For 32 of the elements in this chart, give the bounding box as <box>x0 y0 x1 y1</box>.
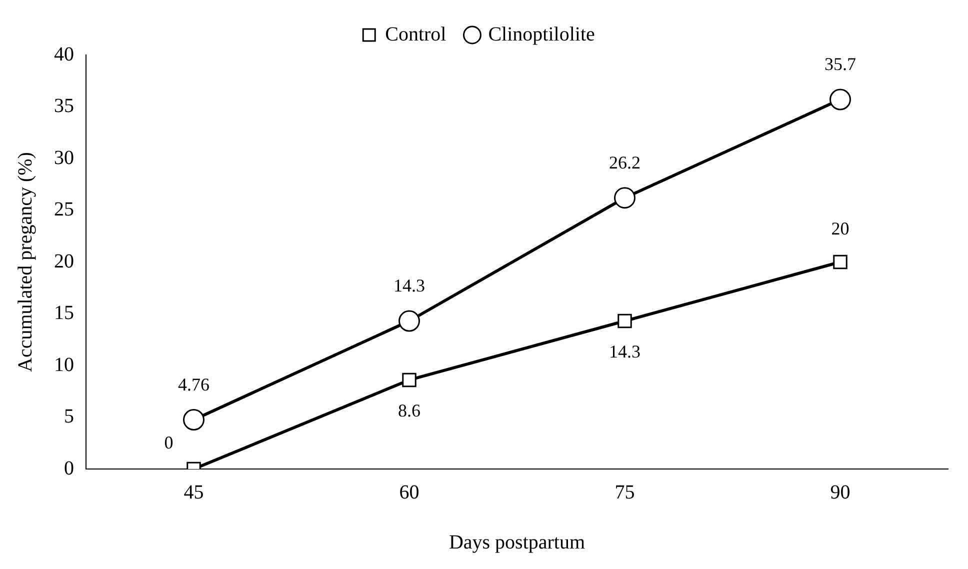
x-tick-label: 90 <box>830 481 850 504</box>
data-label: 35.7 <box>824 54 856 74</box>
data-label: 0 <box>164 432 174 453</box>
x-tick-label: 75 <box>614 481 635 504</box>
legend-label: Control <box>385 23 447 46</box>
x-tick-label: 60 <box>399 481 420 504</box>
data-label: 14.3 <box>394 276 425 296</box>
y-tick-label: 40 <box>54 43 74 66</box>
y-tick-label: 5 <box>64 406 74 428</box>
x-axis-title: Days postpartum <box>448 531 586 554</box>
data-label: 20 <box>831 218 850 239</box>
y-axis-title: Accumulated pregancy (%) <box>14 152 36 372</box>
point <box>402 372 416 388</box>
y-tick-label: 30 <box>54 146 74 169</box>
x-tick-label: 45 <box>184 481 204 504</box>
y-tick-label: 15 <box>54 302 74 324</box>
y-tick-label: 20 <box>54 250 74 272</box>
data-label: 8.6 <box>398 400 420 421</box>
point <box>183 408 204 430</box>
y-tick-label: 35 <box>54 95 74 117</box>
y-tick-label: 25 <box>54 198 74 220</box>
y-tick-label: 0 <box>64 457 74 480</box>
data-label: 14.3 <box>609 342 640 362</box>
legend-label: Clinoptilolite <box>488 23 596 46</box>
point <box>833 254 848 270</box>
data-label: 4.76 <box>178 374 210 394</box>
point <box>830 88 851 110</box>
point <box>618 314 632 328</box>
data-label: 26.2 <box>609 152 640 173</box>
point <box>614 187 636 209</box>
y-tick-label: 10 <box>54 354 74 376</box>
point <box>398 310 420 332</box>
